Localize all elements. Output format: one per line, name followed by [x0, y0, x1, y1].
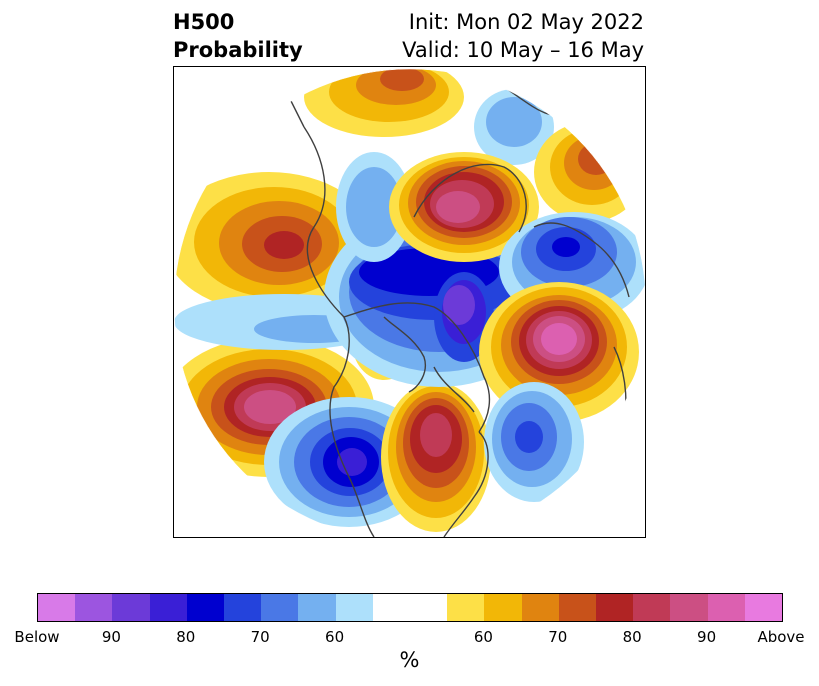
- anomaly-top: [304, 69, 464, 137]
- variable-label: H500: [173, 10, 235, 34]
- colorbar-tick: 90: [697, 628, 717, 646]
- anomaly-siberia-negative: [336, 89, 554, 262]
- anomaly-upper-right: [534, 122, 644, 222]
- colorbar-swatch: [372, 594, 411, 621]
- colorbar-swatch: [484, 594, 522, 621]
- colorbar-tick: Above: [757, 628, 805, 646]
- colorbar: [37, 593, 783, 622]
- colorbar-swatch: [447, 594, 485, 621]
- colorbar-tick: 90: [101, 628, 121, 646]
- colorbar-swatch: [521, 594, 559, 621]
- map-title-right: Init: Mon 02 May 2022 Valid: 10 May – 16…: [402, 8, 644, 64]
- colorbar-tick-labels: Below 90 80 70 60 60 70 80 90 Above: [0, 628, 819, 648]
- init-date-label: Init: Mon 02 May 2022: [408, 10, 644, 34]
- colorbar-swatch: [298, 594, 336, 621]
- colorbar-tick: 70: [250, 628, 270, 646]
- colorbar-tick: Below: [14, 628, 60, 646]
- colorbar-tick: 80: [622, 628, 642, 646]
- map-canvas: [174, 68, 645, 537]
- colorbar-tick: 60: [325, 628, 345, 646]
- colorbar-swatch: [38, 594, 76, 621]
- colorbar-tick: 60: [473, 628, 493, 646]
- probability-map: [173, 66, 646, 538]
- colorbar-swatch: [558, 594, 597, 621]
- colorbar-swatch: [75, 594, 113, 621]
- colorbar-swatch: [224, 594, 262, 621]
- anomaly-alaska: [174, 172, 374, 312]
- anomaly-europe: [499, 212, 645, 322]
- colorbar-unit: %: [399, 648, 420, 672]
- product-label: Probability: [173, 38, 303, 62]
- colorbar-swatch: [596, 594, 634, 621]
- colorbar-swatch: [670, 594, 708, 621]
- colorbar-swatch: [707, 594, 745, 621]
- colorbar-swatch: [744, 594, 783, 621]
- valid-range-label: Valid: 10 May – 16 May: [402, 38, 644, 62]
- colorbar-swatch: [261, 594, 299, 621]
- colorbar-swatch: [335, 594, 373, 621]
- colorbar-tick: 80: [176, 628, 196, 646]
- colorbar-swatch: [149, 594, 187, 621]
- anomaly-field: [174, 69, 645, 537]
- anomaly-central-asia: [484, 382, 584, 502]
- colorbar-swatch: [633, 594, 671, 621]
- anomaly-eastern-us: [381, 382, 491, 532]
- colorbar-swatch: [186, 594, 225, 621]
- map-title-left: H500 Probability: [173, 8, 303, 64]
- colorbar-tick: 70: [548, 628, 568, 646]
- colorbar-swatch: [112, 594, 150, 621]
- colorbar-swatch: [410, 594, 448, 621]
